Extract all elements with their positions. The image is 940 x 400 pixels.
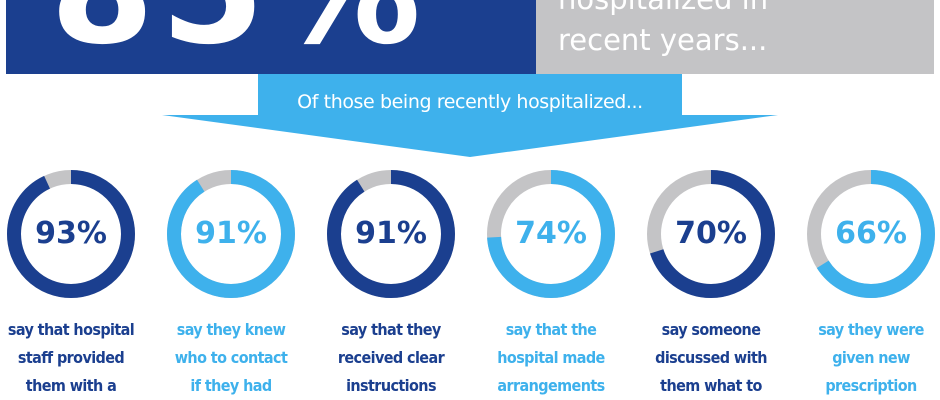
donut-value-arc <box>327 170 455 298</box>
hospitalized-banner: hospitalized in recent years... <box>536 0 934 74</box>
description-line: say they knew <box>176 320 286 339</box>
stat-description: say that the hospital made arrangements <box>471 316 631 400</box>
description-line: prescription <box>825 376 917 395</box>
description-line: say that the <box>505 320 597 339</box>
percentage-label: 91% <box>355 216 427 251</box>
stat-item: 91% say that they received clear instructio… <box>311 167 471 400</box>
description-line: discussed with <box>655 348 767 367</box>
description-line: say that they <box>341 320 441 339</box>
stat-item: 93% say that hospital staff provided them w… <box>0 167 151 400</box>
donut-value-arc <box>167 170 295 298</box>
description-line: say someone <box>661 320 761 339</box>
description-line: them what to <box>660 376 762 395</box>
hospitalized-line-2: recent years... <box>558 23 768 57</box>
arrow-caption: Of those being recently hospitalized... <box>297 91 643 113</box>
donut-value-arc <box>487 170 615 298</box>
stat-item: 66% say they were given new prescription <box>791 167 940 400</box>
hospitalized-line-1: hospitalized in <box>558 0 768 14</box>
description-line: them with a <box>25 376 117 395</box>
donut-ring <box>167 170 295 298</box>
percentage-label: 70% <box>675 216 747 251</box>
arrow-shape <box>162 74 778 157</box>
stat-description: say they were given new prescription <box>791 316 940 400</box>
donut-ring <box>7 170 135 298</box>
donut-value-arc <box>7 170 135 298</box>
percentage-label: 91% <box>195 216 267 251</box>
percentage-label: 74% <box>515 216 587 251</box>
stat-description: say that hospital staff provided them with… <box>0 316 151 400</box>
stat-item: 91% say they knew who to contact if they ha… <box>151 167 311 400</box>
description-line: instructions <box>346 376 436 395</box>
stat-description: say someone discussed with them what to <box>631 316 791 400</box>
percentage-label: 93% <box>35 216 107 251</box>
headline-percentage: 85% <box>50 0 427 66</box>
description-line: say they were <box>818 320 924 339</box>
donut-ring <box>487 170 615 298</box>
description-line: if they had <box>190 376 272 395</box>
description-line: arrangements <box>497 376 605 395</box>
description-line: who to contact <box>174 348 288 367</box>
description-line: given new <box>832 348 910 367</box>
down-arrow-graphic <box>162 74 778 157</box>
description-line: say that hospital <box>7 320 135 339</box>
percentage-label: 66% <box>835 216 907 251</box>
donut-ring <box>807 170 935 298</box>
stat-description: say they knew who to contact if they had <box>151 316 311 400</box>
donut-ring <box>327 170 455 298</box>
stat-item: 74% say that the hospital made arrangements <box>471 167 631 400</box>
donut-ring <box>647 170 775 298</box>
donut-value-arc <box>807 170 935 298</box>
donut-value-arc <box>647 170 775 298</box>
stat-item: 70% say someone discussed with them what to <box>631 167 791 400</box>
description-line: staff provided <box>17 348 125 367</box>
stat-description: say that they received clear instructions <box>311 316 471 400</box>
description-line: received clear <box>337 348 445 367</box>
headline-banner: 85% <box>6 0 536 74</box>
description-line: hospital made <box>497 348 605 367</box>
